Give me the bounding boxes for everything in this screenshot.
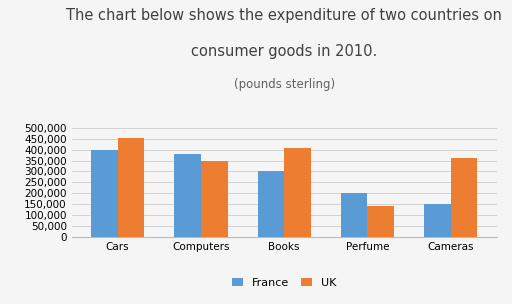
Bar xyxy=(118,137,144,237)
Bar xyxy=(91,150,118,237)
Bar xyxy=(284,148,311,237)
Text: consumer goods in 2010.: consumer goods in 2010. xyxy=(191,44,377,59)
Text: The chart below shows the expenditure of two countries on: The chart below shows the expenditure of… xyxy=(66,8,502,22)
Bar xyxy=(451,158,477,237)
Bar xyxy=(368,206,394,237)
Bar xyxy=(201,161,227,237)
Bar xyxy=(174,154,201,237)
Bar xyxy=(258,171,284,237)
Text: (pounds sterling): (pounds sterling) xyxy=(233,78,335,91)
Legend: France, UK: France, UK xyxy=(228,273,340,292)
Bar xyxy=(341,193,368,237)
Bar xyxy=(424,204,451,237)
